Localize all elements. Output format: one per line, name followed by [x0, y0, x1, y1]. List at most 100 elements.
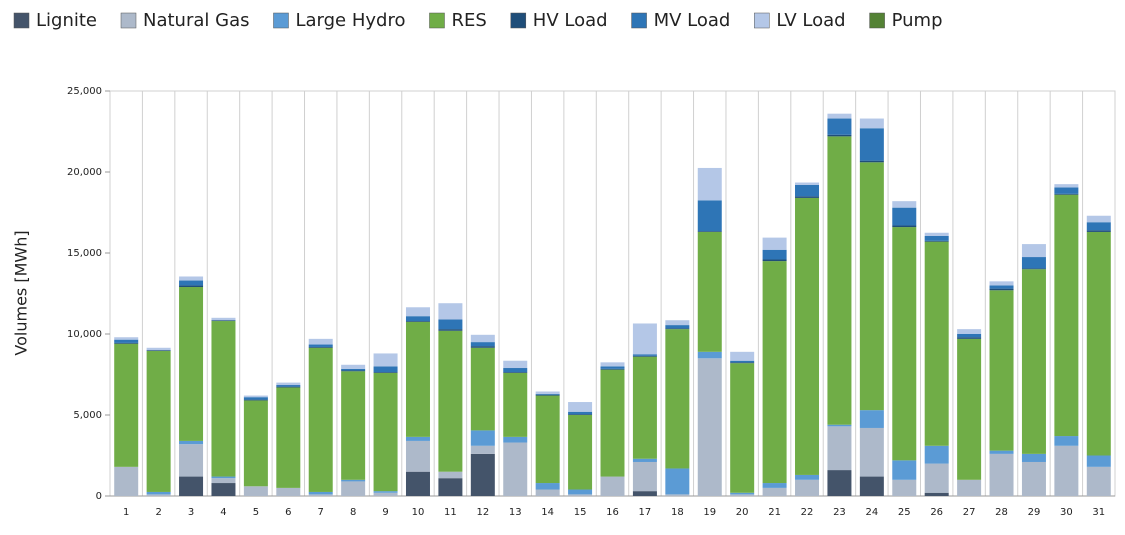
bar-segment: [211, 483, 236, 496]
bar-segment: [827, 470, 852, 496]
bar-segment: [211, 317, 236, 321]
legend-label: Large Hydro: [295, 10, 405, 31]
bar-segment: [308, 344, 333, 347]
bar-segment: [535, 391, 560, 394]
bar-segment: [341, 371, 366, 480]
bar-segment: [697, 358, 722, 496]
bar-segment: [827, 426, 852, 471]
bar-segment: [568, 411, 593, 415]
x-tick-label: 19: [703, 507, 716, 518]
bar-segment: [503, 442, 528, 496]
bar-segment: [276, 387, 301, 488]
bar-segment: [503, 360, 528, 369]
bar-segment: [989, 285, 1014, 289]
bar-segment: [438, 329, 463, 331]
bar-segment: [373, 366, 398, 373]
bar-segment: [924, 445, 949, 464]
x-tick-label: 23: [833, 507, 846, 518]
bar-segment: [405, 321, 430, 437]
x-tick-label: 16: [606, 507, 619, 518]
bar-segment: [1054, 445, 1079, 496]
bar-segment: [795, 196, 820, 198]
bar-segment: [146, 494, 171, 496]
bar-segment: [243, 400, 268, 487]
bar-segment: [211, 320, 236, 322]
bar-segment: [179, 285, 204, 288]
bar-segment: [179, 287, 204, 441]
bar-segment: [892, 225, 917, 228]
x-tick-label: 3: [188, 507, 194, 518]
bar-segment: [859, 128, 884, 161]
bar-segment: [373, 353, 398, 367]
y-tick-label: 0: [96, 491, 102, 502]
bar-segment: [730, 363, 755, 493]
bar-segment: [179, 440, 204, 445]
bar-segment: [535, 393, 560, 395]
bar-segment: [1021, 244, 1046, 258]
legend-swatch: [510, 12, 527, 29]
bar-segment: [179, 276, 204, 281]
bar-segment: [1021, 269, 1046, 454]
bar-segment: [1086, 222, 1111, 231]
bar-segment: [405, 436, 430, 441]
bar-segment: [276, 385, 301, 387]
bar-segment: [795, 197, 820, 475]
bar-segment: [1021, 453, 1046, 462]
legend-label: MV Load: [654, 10, 731, 31]
bar-segment: [503, 368, 528, 373]
bar-segment: [568, 414, 593, 415]
bar-segment: [924, 463, 949, 493]
bar-segment: [989, 281, 1014, 286]
bar-segment: [989, 453, 1014, 496]
bar-segment: [730, 494, 755, 496]
bar-segment: [795, 184, 820, 197]
bar-segment: [535, 489, 560, 496]
bar-segment: [438, 303, 463, 320]
bar-segment: [568, 402, 593, 412]
bar-segment: [1086, 455, 1111, 467]
bar-segment: [341, 481, 366, 496]
bar-segment: [405, 321, 430, 322]
bar-segment: [438, 319, 463, 330]
bar-segment: [373, 491, 398, 493]
bar-segment: [957, 334, 982, 338]
bar-segment: [665, 329, 690, 469]
bar-segment: [859, 118, 884, 129]
x-tick-label: 7: [318, 507, 324, 518]
bar-segment: [762, 261, 787, 484]
bar-segment: [632, 491, 657, 496]
bar-segment: [373, 492, 398, 496]
bar-segment: [762, 249, 787, 260]
bar-segment: [762, 487, 787, 496]
x-tick-label: 13: [509, 507, 522, 518]
bar-segment: [341, 368, 366, 371]
bar-segment: [308, 346, 333, 348]
bar-segment: [697, 231, 722, 232]
legend-label: RES: [451, 10, 486, 31]
x-tick-label: 10: [412, 507, 425, 518]
x-tick-label: 21: [768, 507, 781, 518]
x-tick-label: 17: [639, 507, 652, 518]
bar-segment: [114, 343, 139, 467]
bar-segment: [730, 351, 755, 361]
bar-segment: [665, 328, 690, 330]
bar-segment: [859, 476, 884, 496]
bar-segment: [957, 329, 982, 334]
bar-segment: [892, 479, 917, 496]
bar-segment: [341, 364, 366, 369]
bar-segment: [179, 476, 204, 496]
x-tick-label: 31: [1092, 507, 1105, 518]
bar-segment: [762, 237, 787, 250]
bar-segment: [632, 461, 657, 492]
bar-segment: [276, 382, 301, 386]
bar-segment: [762, 483, 787, 488]
bar-segment: [697, 351, 722, 359]
legend-label: Lignite: [36, 10, 97, 31]
bar-segment: [1054, 184, 1079, 188]
bar-segment: [308, 494, 333, 496]
bar-segment: [211, 478, 236, 484]
legend-label: Pump: [892, 10, 943, 31]
bar-segment: [600, 476, 625, 496]
bar-segment: [1086, 230, 1111, 232]
bar-segment: [568, 489, 593, 495]
